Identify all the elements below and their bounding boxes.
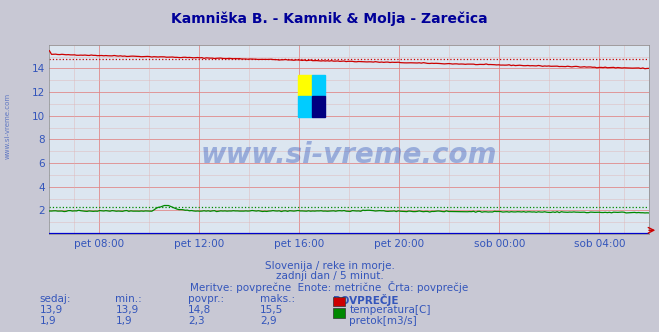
Text: 15,5: 15,5 bbox=[260, 305, 283, 315]
Text: Slovenija / reke in morje.: Slovenija / reke in morje. bbox=[264, 261, 395, 271]
Text: Kamniška B. - Kamnik & Molja - Zarečica: Kamniška B. - Kamnik & Molja - Zarečica bbox=[171, 12, 488, 26]
Text: 2,9: 2,9 bbox=[260, 316, 277, 326]
Bar bbox=[299, 75, 312, 96]
Text: 13,9: 13,9 bbox=[40, 305, 63, 315]
Text: www.si-vreme.com: www.si-vreme.com bbox=[201, 140, 498, 169]
Text: zadnji dan / 5 minut.: zadnji dan / 5 minut. bbox=[275, 271, 384, 281]
Text: POVPREČJE: POVPREČJE bbox=[333, 294, 398, 306]
Text: Meritve: povprečne  Enote: metrične  Črta: povprečje: Meritve: povprečne Enote: metrične Črta:… bbox=[190, 281, 469, 292]
Text: 13,9: 13,9 bbox=[115, 305, 138, 315]
Text: 2,3: 2,3 bbox=[188, 316, 204, 326]
Text: www.si-vreme.com: www.si-vreme.com bbox=[5, 93, 11, 159]
Text: povpr.:: povpr.: bbox=[188, 294, 224, 304]
Text: 1,9: 1,9 bbox=[40, 316, 56, 326]
Text: 1,9: 1,9 bbox=[115, 316, 132, 326]
Text: sedaj:: sedaj: bbox=[40, 294, 71, 304]
Bar bbox=[299, 96, 312, 117]
Text: pretok[m3/s]: pretok[m3/s] bbox=[349, 316, 417, 326]
Text: min.:: min.: bbox=[115, 294, 142, 304]
Text: 14,8: 14,8 bbox=[188, 305, 211, 315]
Bar bbox=[312, 75, 326, 96]
Text: maks.:: maks.: bbox=[260, 294, 295, 304]
Text: temperatura[C]: temperatura[C] bbox=[349, 305, 431, 315]
Bar bbox=[312, 96, 326, 117]
